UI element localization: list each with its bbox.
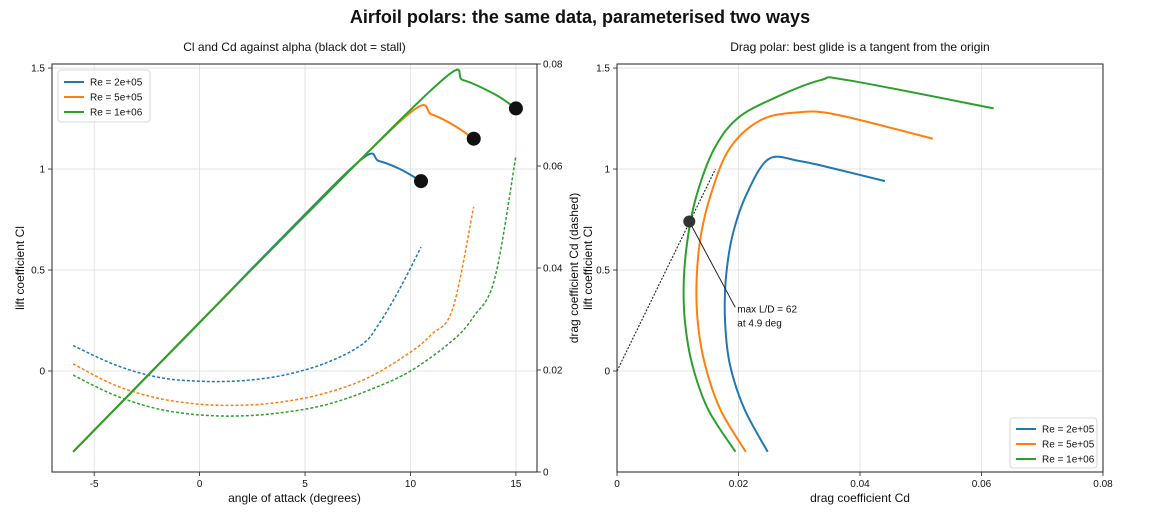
left-xtick-label: -5 bbox=[90, 479, 99, 490]
right-annotation-arrow bbox=[688, 221, 736, 308]
left-xtick-label: 10 bbox=[405, 479, 417, 490]
right-annotation-text: at 4.9 deg bbox=[737, 318, 781, 329]
figure-suptitle: Airfoil polars: the same data, parameter… bbox=[350, 7, 810, 27]
left-legend: Re = 2e+05 Re = 5e+05 Re = 1e+06 bbox=[57, 69, 151, 123]
right-legend: Re = 2e+05 Re = 5e+05 Re = 1e+06 bbox=[1009, 417, 1098, 469]
left-stall-marker bbox=[414, 174, 429, 189]
left-ytick-label: 1.5 bbox=[31, 64, 45, 75]
right-annotation-text: max L/D = 62 bbox=[737, 304, 797, 315]
right-legend-label: Re = 5e+05 bbox=[1042, 440, 1095, 451]
left-y2tick-label: 0.02 bbox=[543, 366, 563, 377]
right-polar-line bbox=[695, 110, 934, 453]
right-best-glide-marker bbox=[683, 215, 696, 228]
right-y-axis-label: lift coefficient Cl bbox=[581, 226, 595, 310]
right-legend-label: Re = 2e+05 bbox=[1042, 425, 1095, 436]
right-ytick-label: 0 bbox=[604, 367, 610, 378]
left-cd-line bbox=[72, 155, 517, 417]
right-xtick-label: 0.04 bbox=[850, 479, 870, 490]
left-ytick-label: 1 bbox=[39, 165, 45, 176]
right-xtick-label: 0.02 bbox=[729, 479, 749, 490]
panel-cl-cd-vs-alpha: -5 0 5 10 15 0 0.5 1 1.5 0 0.02 0.04 0.06 0.08 Cl and … bbox=[13, 40, 581, 505]
right-chart-title: Drag polar: best glide is a tangent from… bbox=[730, 40, 989, 54]
left-stall-marker bbox=[466, 131, 481, 146]
left-cd-line bbox=[72, 246, 422, 383]
left-y2-axis-label: drag coefficient Cd (dashed) bbox=[567, 193, 581, 344]
right-ytick-label: 1 bbox=[604, 165, 610, 176]
left-axes-frame bbox=[51, 63, 538, 473]
right-xtick-label: 0 bbox=[614, 479, 620, 490]
left-stall-marker bbox=[508, 101, 523, 116]
left-legend-label: Re = 5e+05 bbox=[90, 93, 143, 104]
right-legend-label: Re = 1e+06 bbox=[1042, 455, 1095, 466]
right-xtick-label: 0.08 bbox=[1093, 479, 1113, 490]
left-cl-line bbox=[72, 104, 475, 453]
left-cl-line bbox=[72, 152, 422, 453]
right-axes-frame bbox=[616, 63, 1104, 473]
right-ytick-label: 0.5 bbox=[596, 266, 610, 277]
left-cd-line bbox=[72, 206, 475, 407]
right-polar-line bbox=[723, 155, 886, 453]
panel-drag-polar: 0 0.02 0.04 0.06 0.08 0 0.5 1 1.5 max L/D = 62 at … bbox=[581, 40, 1113, 505]
left-ytick-label: 0.5 bbox=[31, 266, 45, 277]
left-ytick-label: 0 bbox=[39, 367, 45, 378]
right-tangent-line bbox=[616, 168, 716, 372]
right-polar-line bbox=[682, 76, 994, 453]
right-legend-box bbox=[1009, 417, 1098, 469]
left-xtick-label: 15 bbox=[510, 479, 522, 490]
right-xtick-label: 0.06 bbox=[972, 479, 992, 490]
left-legend-label: Re = 1e+06 bbox=[90, 108, 143, 119]
left-legend-label: Re = 2e+05 bbox=[90, 78, 143, 89]
left-y2tick-label: 0 bbox=[543, 468, 549, 479]
left-cl-line bbox=[72, 68, 517, 453]
left-xtick-label: 5 bbox=[302, 479, 308, 490]
left-y2tick-label: 0.08 bbox=[543, 60, 563, 71]
left-xtick-label: 0 bbox=[197, 479, 203, 490]
left-x-axis-label: angle of attack (degrees) bbox=[228, 491, 361, 505]
right-x-axis-label: drag coefficient Cd bbox=[810, 491, 910, 505]
left-chart-title: Cl and Cd against alpha (black dot = sta… bbox=[183, 40, 405, 54]
right-ytick-label: 1.5 bbox=[596, 64, 610, 75]
left-y2tick-label: 0.06 bbox=[543, 162, 563, 173]
left-y-axis-label: lift coefficient Cl bbox=[13, 226, 27, 310]
left-y2tick-label: 0.04 bbox=[543, 264, 563, 275]
